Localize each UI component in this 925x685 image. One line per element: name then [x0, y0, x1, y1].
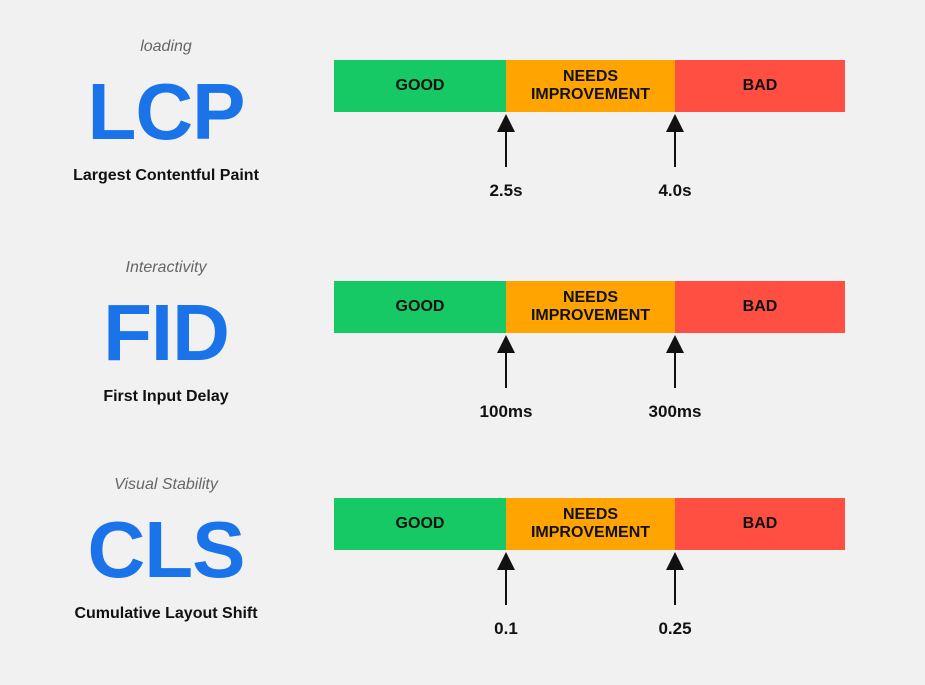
threshold-poor-label: 0.25	[658, 619, 692, 638]
threshold-bar: GOOD NEEDS IMPROVEMENT BAD	[334, 281, 845, 333]
metric-category: Interactivity	[125, 259, 207, 276]
segment-needs-improvement: NEEDS IMPROVEMENT	[506, 60, 675, 112]
segment-bad: BAD	[675, 281, 845, 333]
arrow-up-icon	[497, 552, 515, 605]
arrow-up-icon	[497, 335, 515, 388]
arrow-up-icon	[666, 335, 684, 388]
segment-needs-improvement: NEEDS IMPROVEMENT	[506, 281, 675, 333]
metric-category: Visual Stability	[114, 476, 218, 493]
metric-full-name: Largest Contentful Paint	[73, 167, 259, 184]
metric-fid: Interactivity FID First Input Delay GOOD…	[0, 221, 925, 421]
metric-acronym: CLS	[87, 505, 246, 594]
arrow-up-icon	[666, 552, 684, 605]
metric-lcp: loading LCP Largest Contentful Paint GOO…	[0, 0, 925, 200]
metric-cls: Visual Stability CLS Cumulative Layout S…	[0, 438, 925, 638]
metric-acronym: FID	[103, 288, 230, 377]
metric-category: loading	[140, 38, 192, 55]
segment-good: GOOD	[334, 281, 506, 333]
metric-full-name: First Input Delay	[103, 388, 229, 405]
threshold-good-label: 2.5s	[489, 181, 523, 200]
threshold-bar: GOOD NEEDS IMPROVEMENT BAD	[334, 498, 845, 550]
threshold-poor-label: 300ms	[648, 402, 702, 421]
metric-full-name: Cumulative Layout Shift	[74, 605, 258, 622]
threshold-poor-label: 4.0s	[658, 181, 692, 200]
threshold-good-label: 100ms	[479, 402, 533, 421]
segment-needs-improvement: NEEDS IMPROVEMENT	[506, 498, 675, 550]
threshold-bar: GOOD NEEDS IMPROVEMENT BAD	[334, 60, 845, 112]
segment-bad: BAD	[675, 498, 845, 550]
arrow-up-icon	[497, 114, 515, 167]
segment-good: GOOD	[334, 498, 506, 550]
segment-bad: BAD	[675, 60, 845, 112]
metric-acronym: LCP	[87, 67, 246, 156]
segment-good: GOOD	[334, 60, 506, 112]
arrow-up-icon	[666, 114, 684, 167]
threshold-good-label: 0.1	[494, 619, 518, 638]
